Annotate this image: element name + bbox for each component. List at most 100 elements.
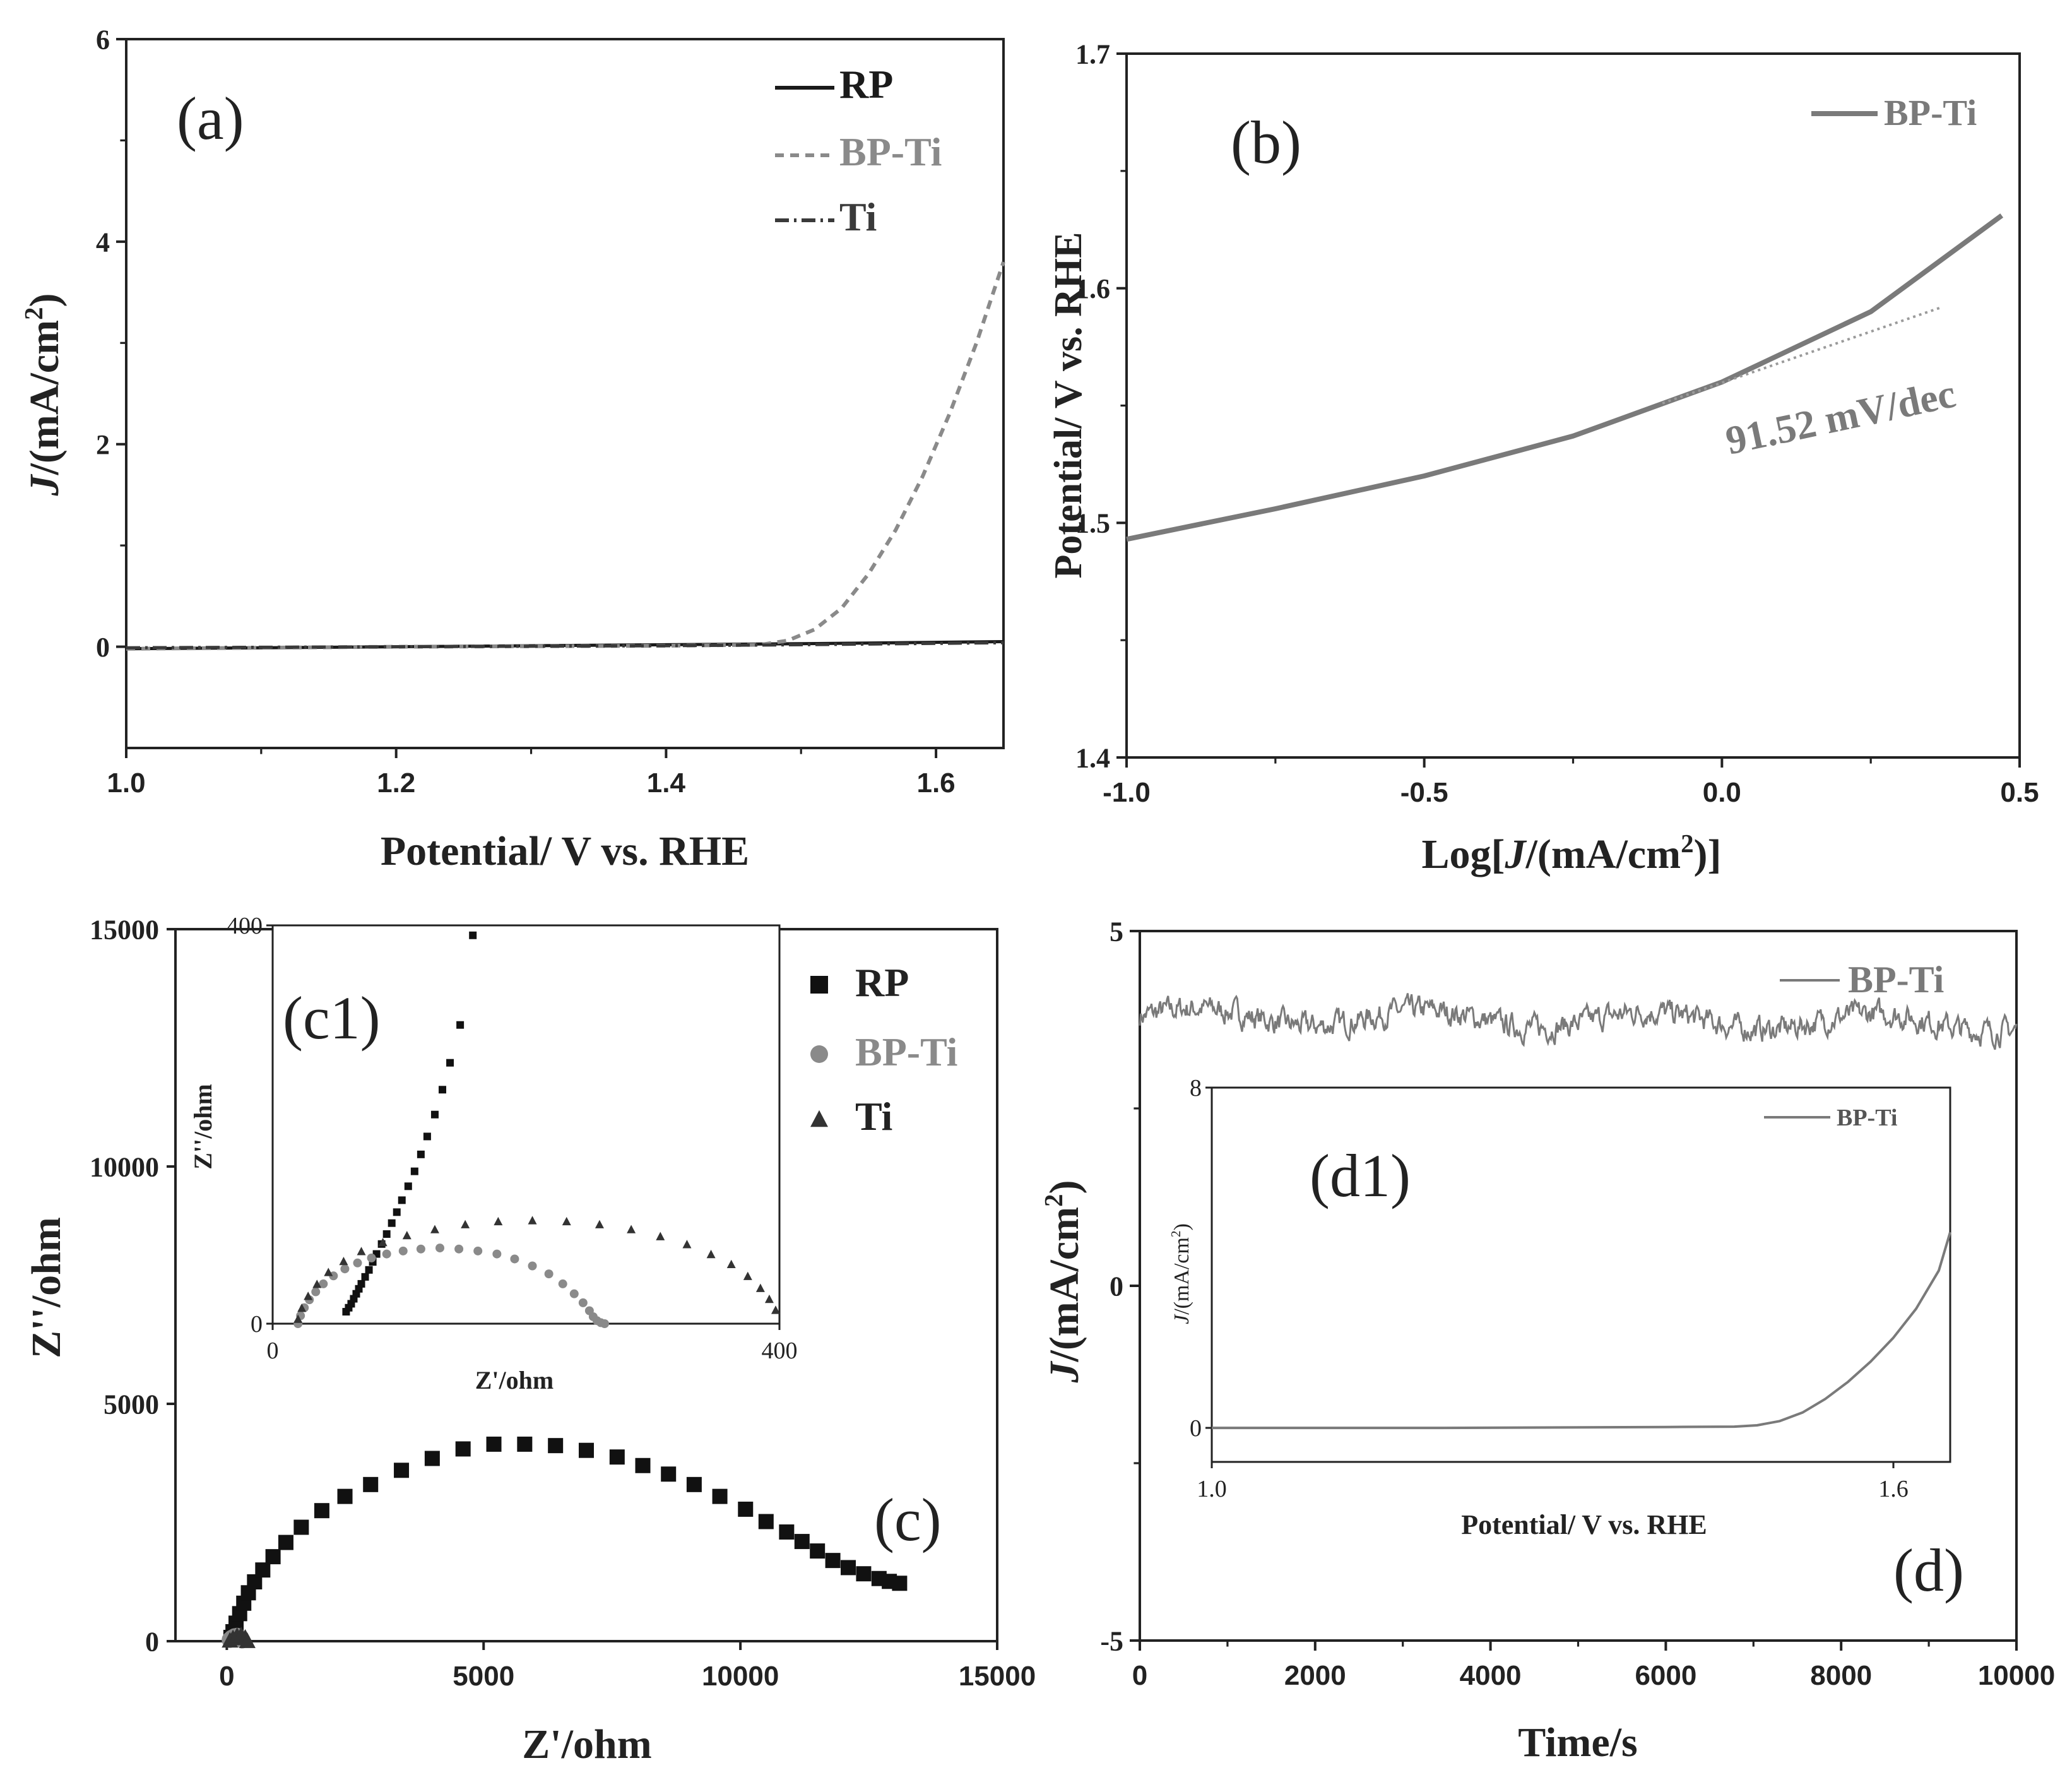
data-point-c-rp bbox=[779, 1524, 795, 1540]
data-point-c1-ti bbox=[627, 1225, 636, 1233]
panel-label-c: (c) bbox=[874, 1486, 942, 1553]
data-point-c1-bp-ti bbox=[311, 1287, 321, 1297]
data-point-c1-ti bbox=[726, 1259, 736, 1268]
y-tick-label-a: 2 bbox=[96, 429, 110, 460]
data-point-c-rp bbox=[293, 1519, 309, 1535]
panel-label-a: (a) bbox=[177, 85, 244, 152]
plot-frame-a bbox=[125, 38, 1005, 749]
data-point-c-rp bbox=[661, 1466, 677, 1482]
x-tick-label-d: 4000 bbox=[1460, 1660, 1522, 1691]
y-axis-label-d-italic: J bbox=[1041, 1361, 1087, 1384]
y-tick-label-c: 5000 bbox=[104, 1389, 159, 1420]
x-axis-label-c1: Z'/ohm bbox=[475, 1366, 554, 1394]
panel-label-d: (d) bbox=[1893, 1536, 1964, 1604]
data-point-c1-bp-ti bbox=[600, 1319, 609, 1328]
x-tick-label-d: 10000 bbox=[1978, 1660, 2055, 1691]
y-axis-label-d1-main: /(mA/cm bbox=[1170, 1237, 1193, 1315]
data-point-c1-ti bbox=[656, 1232, 665, 1240]
data-point-c1-ti bbox=[494, 1216, 503, 1226]
data-point-c1-rp bbox=[398, 1196, 406, 1204]
x-tick-label-a: 1.6 bbox=[916, 768, 955, 798]
y-tick-label-b: 1.5 bbox=[1075, 508, 1110, 539]
x-axis-label-a: Potential/ V vs. RHE bbox=[381, 828, 749, 874]
y-tick-label-d1: 0 bbox=[1190, 1415, 1202, 1442]
data-point-c1-ti bbox=[461, 1220, 470, 1228]
data-point-c-rp bbox=[635, 1457, 651, 1473]
x-axis-label-b: Log[J/(mA/cm2)] bbox=[1422, 829, 1722, 877]
data-point-c1-ti bbox=[378, 1237, 388, 1247]
data-point-c1-rp bbox=[404, 1182, 412, 1190]
x-axis-label-b-end: )] bbox=[1694, 831, 1722, 877]
data-point-c1-rp bbox=[430, 1110, 439, 1119]
data-point-c1-bp-ti bbox=[398, 1246, 408, 1256]
data-point-c1-bp-ti bbox=[367, 1253, 376, 1262]
y-axis-label-d: J/(mA/cm2) bbox=[1039, 1180, 1087, 1383]
y-axis-label-d-end: ) bbox=[1041, 1180, 1087, 1194]
data-point-c1-rp bbox=[446, 1059, 454, 1067]
panel-a: 1.0 1.2 1.4 1.6 0 2 4 6 (a) RP BP-Ti Ti Potential/ V… bbox=[20, 24, 1005, 874]
y-axis-label-d1-sup: 2 bbox=[1168, 1230, 1183, 1237]
panel-d: 0 2000 4000 6000 8000 10000 -5 0 5 BP-Ti (d) Time/s… bbox=[1039, 916, 2055, 1766]
legend-label-c: RP bbox=[855, 960, 909, 1005]
y-tick-label-b: 1.7 bbox=[1075, 39, 1110, 69]
x-tick-label-d: 0 bbox=[1132, 1660, 1147, 1691]
data-point-c1-bp-ti bbox=[544, 1269, 554, 1279]
y-tick-label-a: 0 bbox=[96, 632, 110, 663]
data-point-c1-ti bbox=[755, 1283, 765, 1292]
data-point-c1-rp bbox=[410, 1167, 418, 1175]
data-point-c1-rp bbox=[439, 1086, 447, 1094]
data-point-c1-bp-ti bbox=[569, 1289, 579, 1298]
data-point-c-rp bbox=[455, 1441, 471, 1457]
data-point-c1-rp bbox=[417, 1150, 425, 1158]
plot-frame-c1 bbox=[271, 924, 781, 1325]
data-point-c1-rp bbox=[393, 1208, 401, 1216]
data-point-c1-bp-ti bbox=[528, 1261, 537, 1271]
series-line-b-bp-ti bbox=[1126, 213, 2004, 542]
legend-label-a: BP-Ti bbox=[839, 129, 942, 174]
legend-label-a: RP bbox=[839, 62, 893, 107]
x-tick-label-d: 6000 bbox=[1635, 1660, 1696, 1691]
y-axis-label-a-italic: J bbox=[21, 474, 68, 497]
panel-c: 0 5000 10000 15000 0 5000 10000 15000 (c) RP BP-Ti… bbox=[23, 914, 1036, 1767]
data-point-c1-ti bbox=[293, 1314, 303, 1323]
x-tick-label-c: 15000 bbox=[959, 1661, 1036, 1692]
x-tick-label-c1: 0 bbox=[267, 1338, 279, 1364]
data-point-c1-bp-ti bbox=[382, 1249, 391, 1259]
data-point-c-rp bbox=[394, 1463, 410, 1478]
x-tick-label-b: 0.0 bbox=[1703, 777, 1741, 808]
data-point-c1-ti bbox=[304, 1291, 313, 1300]
data-point-c1-ti bbox=[312, 1279, 322, 1288]
y-tick-label-c: 0 bbox=[145, 1626, 159, 1657]
data-point-c1-ti bbox=[297, 1303, 307, 1312]
data-point-c1-bp-ti bbox=[454, 1244, 464, 1254]
data-point-c-rp bbox=[825, 1553, 841, 1569]
data-point-c-rp bbox=[255, 1562, 271, 1578]
x-axis-label-b-sup: 2 bbox=[1681, 829, 1693, 858]
data-point-c-rp bbox=[548, 1438, 564, 1454]
legend-label-b: BP-Ti bbox=[1884, 92, 1977, 133]
y-tick-label-d1: 8 bbox=[1190, 1075, 1202, 1101]
legend-marker-c bbox=[810, 1045, 828, 1063]
series-line-a-ti bbox=[126, 641, 1004, 650]
y-tick-label-a: 4 bbox=[96, 227, 110, 258]
data-point-c1-bp-ti bbox=[492, 1249, 502, 1259]
legend-label-c: BP-Ti bbox=[855, 1030, 957, 1074]
data-point-c1-ti bbox=[324, 1267, 333, 1276]
y-axis-label-a-end: ) bbox=[21, 293, 68, 307]
data-point-c1-ti bbox=[357, 1247, 366, 1256]
x-tick-label-d1: 1.0 bbox=[1197, 1476, 1227, 1502]
data-point-c-rp bbox=[712, 1488, 728, 1504]
data-point-c-ti bbox=[239, 1632, 256, 1648]
data-point-c-rp bbox=[686, 1476, 702, 1492]
x-axis-label-b-start: Log[ bbox=[1422, 831, 1505, 877]
x-axis-label-d: Time/s bbox=[1518, 1719, 1637, 1766]
data-point-c-rp bbox=[486, 1436, 502, 1452]
panel-c1: 0 400 0 400 (c1) Z'/ohm Z''/ohm bbox=[189, 913, 798, 1394]
data-point-c1-ti bbox=[402, 1230, 411, 1240]
x-tick-label-c: 0 bbox=[219, 1661, 234, 1692]
x-tick-label-c: 10000 bbox=[702, 1661, 779, 1692]
x-tick-label-a: 1.2 bbox=[377, 768, 415, 798]
data-point-c1-ti bbox=[595, 1220, 604, 1228]
x-tick-label-b: 0.5 bbox=[2000, 777, 2039, 808]
data-point-c1-rp bbox=[361, 1273, 369, 1281]
